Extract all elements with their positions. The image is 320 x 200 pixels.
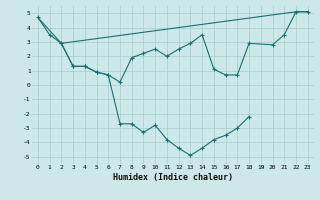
X-axis label: Humidex (Indice chaleur): Humidex (Indice chaleur) xyxy=(113,173,233,182)
